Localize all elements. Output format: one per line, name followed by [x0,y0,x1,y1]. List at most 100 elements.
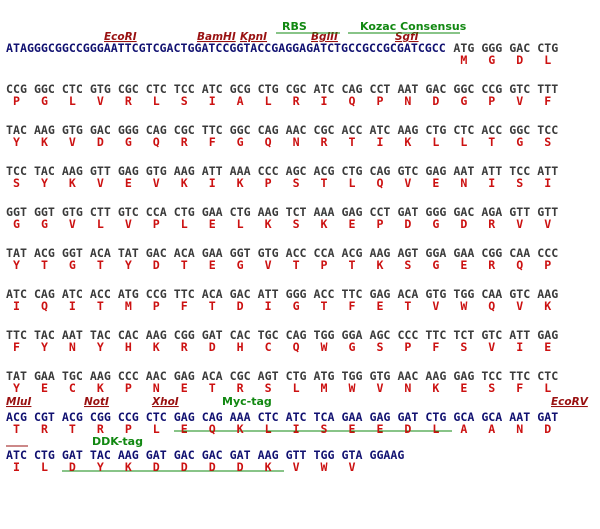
amino-acid: L [293,381,300,395]
codon: TGG [314,328,335,342]
codon: CTG [425,123,446,137]
amino-acid: M [125,299,132,313]
amino-acid: E [181,422,188,436]
codon: CGG [174,328,195,342]
amino-acid: F [432,340,439,354]
site-label: EcoRI [104,31,137,43]
amino-acid: L [432,135,439,149]
codon: ATG [118,287,139,301]
codon: TGG [342,369,363,383]
codon: CTG [34,448,55,462]
codon: GAT [397,410,418,424]
amino-acid: I [488,176,495,190]
codon: ACA [174,246,195,260]
amino-acid: F [544,94,551,108]
amino-acid: K [321,217,328,231]
codon: GGA [342,328,363,342]
codon: AGA [481,205,502,219]
amino-acid: M [321,381,328,395]
codon: CCT [369,82,390,96]
codon: TTT [537,82,558,96]
codon: GAC [509,41,530,55]
codon: ATC [202,82,223,96]
amino-acid: R [237,381,244,395]
codon: ATC [6,287,27,301]
codon: GAG [425,164,446,178]
amino-acid: L [153,422,160,436]
amino-acid: I [516,340,523,354]
amino-acid: V [376,381,383,395]
amino-acid: N [516,422,523,436]
codon: TGC [62,369,83,383]
codon: ATC [62,287,83,301]
amino-acid: S [544,135,551,149]
codon: GAG [369,287,390,301]
amino-acid: L [544,53,551,67]
codon: CGC [314,123,335,137]
amino-acid: P [404,340,411,354]
codon: GTC [509,82,530,96]
codon: CTG [537,41,558,55]
codon: CGC [174,123,195,137]
codon: AGT [258,369,279,383]
codon: TCC [174,82,195,96]
codon: CTG [174,205,195,219]
amino-acid: G [349,340,356,354]
amino-acid: K [237,422,244,436]
amino-acid: I [321,94,328,108]
codon: GTG [258,246,279,260]
codon: GAT [62,448,83,462]
codon: ACG [6,410,27,424]
codon: AAG [369,246,390,260]
amino-acid: Y [97,340,104,354]
amino-acid: E [432,176,439,190]
codon: GGT [230,246,251,260]
codon: GTG [62,205,83,219]
amino-acid: V [153,176,160,190]
codon: CGC [286,82,307,96]
codon: ATT [537,164,558,178]
codon: AAA [230,410,251,424]
codon: GAA [202,205,223,219]
amino-acid: K [153,340,160,354]
codon: AGT [397,246,418,260]
amino-acid: S [293,217,300,231]
codon: GGC [230,123,251,137]
codon: TAT [6,369,27,383]
amino-acid: T [97,258,104,272]
codon: ACG [34,246,55,260]
codon: ACA [90,246,111,260]
site-label: KpnI [240,31,267,43]
codon: GGT [6,205,27,219]
codon: ACG [62,410,83,424]
amino-acid: G [41,94,48,108]
codon: ATT [509,328,530,342]
amino-acid: H [237,340,244,354]
amino-acid: S [516,176,523,190]
codon: AAG [62,164,83,178]
amino-acid: L [460,135,467,149]
amino-acid: Q [376,176,383,190]
amino-acid: W [321,460,328,474]
amino-acid: P [265,176,272,190]
amino-acid: D [432,94,439,108]
site-label: XhoI [151,396,179,408]
codon: GTC [509,287,530,301]
amino-acid: W [349,381,356,395]
amino-acid: D [209,460,216,474]
codon: GAC [453,205,474,219]
codon: ATC [369,123,390,137]
amino-acid: V [69,135,76,149]
codon: AAC [397,369,418,383]
amino-acid: S [265,381,272,395]
codon: CGG [481,246,502,260]
amino-acid: V [516,299,523,313]
amino-acid: A [460,422,467,436]
codon: TAT [118,246,139,260]
codon: AAA [230,164,251,178]
amino-acid: E [181,381,188,395]
amino-acid: V [97,176,104,190]
codon: GGG [286,287,307,301]
amino-acid: T [349,258,356,272]
